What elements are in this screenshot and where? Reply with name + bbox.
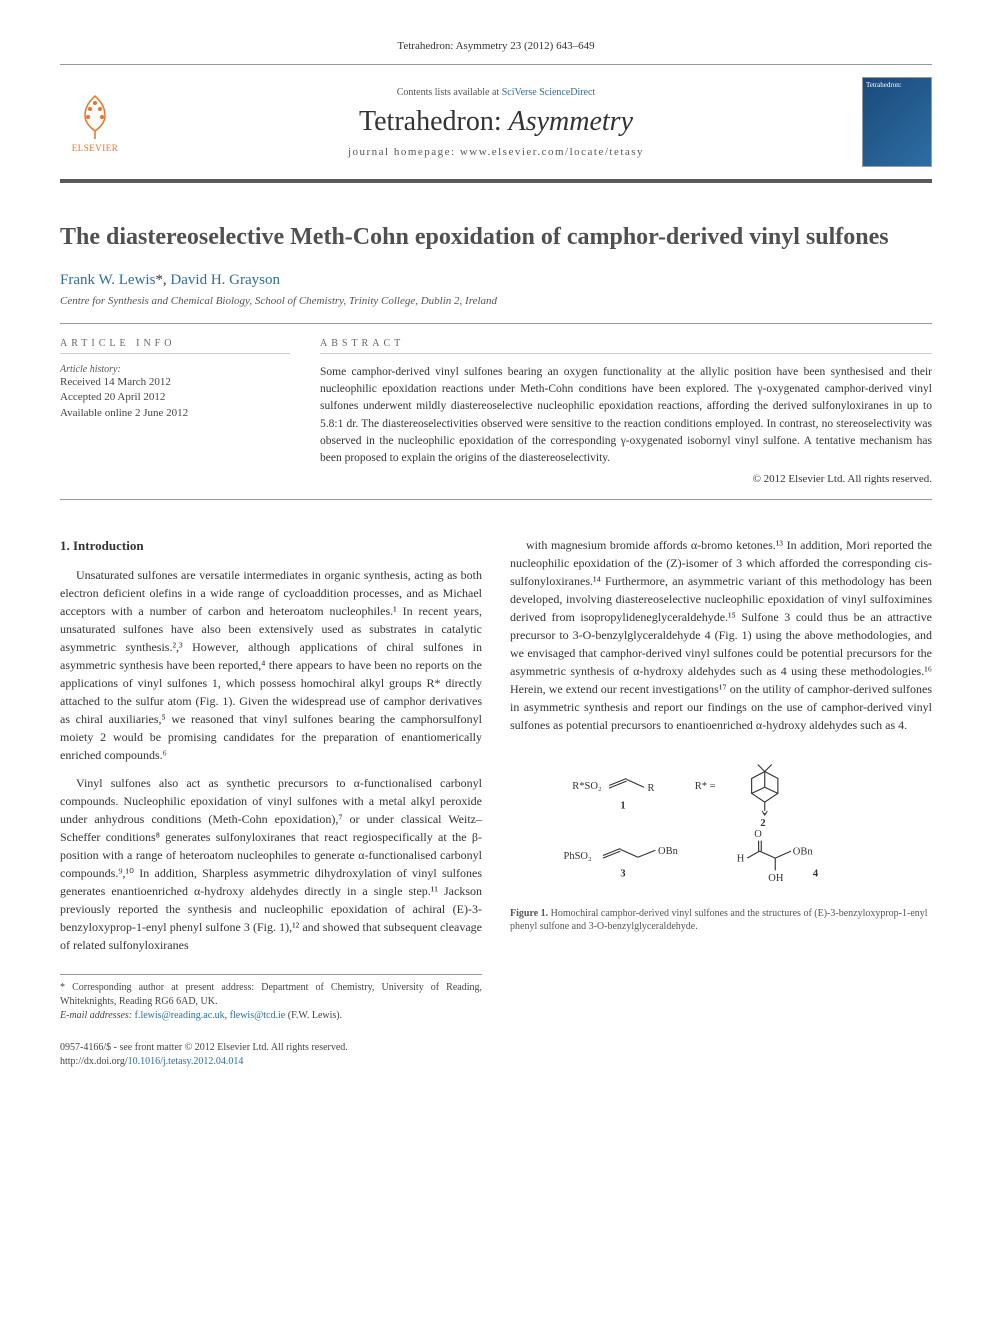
journal-reference: Tetrahedron: Asymmetry 23 (2012) 643–649 xyxy=(60,40,932,52)
article-info-label: ARTICLE INFO xyxy=(60,338,290,354)
fig1-struct3-formula: PhSO₂ xyxy=(564,851,593,862)
doi-label: http://dx.doi.org/ xyxy=(60,1056,128,1067)
body-column-right: with magnesium bromide affords α-bromo k… xyxy=(510,536,932,1069)
abstract-copyright: © 2012 Elsevier Ltd. All rights reserved… xyxy=(320,473,932,485)
author-2-link[interactable]: David H. Grayson xyxy=(170,272,280,288)
affiliation: Centre for Synthesis and Chemical Biolog… xyxy=(60,295,932,307)
body-paragraph-2: Vinyl sulfones also act as synthetic pre… xyxy=(60,774,482,954)
journal-header: ELSEVIER Contents lists available at Sci… xyxy=(60,64,932,183)
history-online: Available online 2 June 2012 xyxy=(60,406,290,421)
journal-homepage: journal homepage: www.elsevier.com/locat… xyxy=(130,146,862,158)
history-accepted: Accepted 20 April 2012 xyxy=(60,390,290,405)
fig1-struct4-o: O xyxy=(754,829,762,840)
elsevier-tree-icon xyxy=(70,91,120,141)
footnotes-block: * Corresponding author at present addres… xyxy=(60,974,482,1023)
fig1-struct1-r: R xyxy=(648,783,655,794)
contents-prefix: Contents lists available at xyxy=(397,87,502,98)
corresponding-author-note: * Corresponding author at present addres… xyxy=(60,981,482,1009)
fig1-struct3-obn: OBn xyxy=(658,846,679,857)
abstract-block: ABSTRACT Some camphor-derived vinyl sulf… xyxy=(320,338,932,486)
figure-1-caption-bold: Figure 1. xyxy=(510,908,548,919)
article-title: The diastereoselective Meth-Cohn epoxida… xyxy=(60,223,932,252)
journal-name: Tetrahedron: Asymmetry xyxy=(130,106,862,138)
email-line: E-mail addresses: f.lewis@reading.ac.uk,… xyxy=(60,1009,482,1023)
fig1-struct2-label: R* = xyxy=(695,781,716,792)
abstract-label: ABSTRACT xyxy=(320,338,932,354)
fig1-struct4-h: H xyxy=(737,854,745,865)
contents-available-line: Contents lists available at SciVerse Sci… xyxy=(130,87,862,98)
homepage-prefix: journal homepage: xyxy=(348,146,460,158)
article-info-block: ARTICLE INFO Article history: Received 1… xyxy=(60,338,290,486)
section-1-heading: 1. Introduction xyxy=(60,536,482,556)
author-1-link[interactable]: Frank W. Lewis xyxy=(60,272,155,288)
body-column-left: 1. Introduction Unsaturated sulfones are… xyxy=(60,536,482,1069)
cover-label: Tetrahedron: xyxy=(866,81,902,89)
sciencedirect-link[interactable]: SciVerse ScienceDirect xyxy=(502,87,596,98)
journal-cover-thumbnail: Tetrahedron: xyxy=(862,77,932,167)
elsevier-label: ELSEVIER xyxy=(72,143,119,153)
email-2-link[interactable]: flewis@tcd.ie xyxy=(230,1010,286,1021)
fig1-struct1-formula: R*SO₂ xyxy=(572,781,602,792)
fig1-struct2-num: 2 xyxy=(760,818,765,829)
body-paragraph-3: with magnesium bromide affords α-bromo k… xyxy=(510,536,932,734)
figure-1-caption-text: Homochiral camphor-derived vinyl sulfone… xyxy=(510,908,928,932)
fig1-struct3-num: 3 xyxy=(620,869,625,880)
fig1-struct1-num: 1 xyxy=(620,801,625,812)
bottom-meta: 0957-4166/$ - see front matter © 2012 El… xyxy=(60,1041,482,1069)
figure-1-svg: R*SO₂ R 1 R* = xyxy=(510,754,932,894)
fig1-struct4-oh: OH xyxy=(768,873,784,884)
email-paren: (F.W. Lewis). xyxy=(285,1010,342,1021)
doi-link[interactable]: 10.1016/j.tetasy.2012.04.014 xyxy=(128,1056,244,1067)
body-paragraph-1: Unsaturated sulfones are versatile inter… xyxy=(60,566,482,764)
abstract-text: Some camphor-derived vinyl sulfones bear… xyxy=(320,364,932,468)
corr-text: Corresponding author at present address:… xyxy=(60,982,482,1007)
homepage-url: www.elsevier.com/locate/tetasy xyxy=(460,146,644,158)
figure-1-caption: Figure 1. Homochiral camphor-derived vin… xyxy=(510,907,932,933)
fig1-struct4-obn: OBn xyxy=(793,847,814,858)
figure-1: R*SO₂ R 1 R* = xyxy=(510,754,932,933)
fig1-struct4-num: 4 xyxy=(813,869,819,880)
history-received: Received 14 March 2012 xyxy=(60,375,290,390)
authors-line: Frank W. Lewis*, David H. Grayson xyxy=(60,272,932,289)
author-1-mark: * xyxy=(155,272,163,288)
history-label: Article history: xyxy=(60,364,290,375)
issn-line: 0957-4166/$ - see front matter © 2012 El… xyxy=(60,1041,482,1055)
email-label: E-mail addresses: xyxy=(60,1010,135,1021)
elsevier-logo: ELSEVIER xyxy=(60,87,130,157)
email-1-link[interactable]: f.lewis@reading.ac.uk xyxy=(135,1010,225,1021)
